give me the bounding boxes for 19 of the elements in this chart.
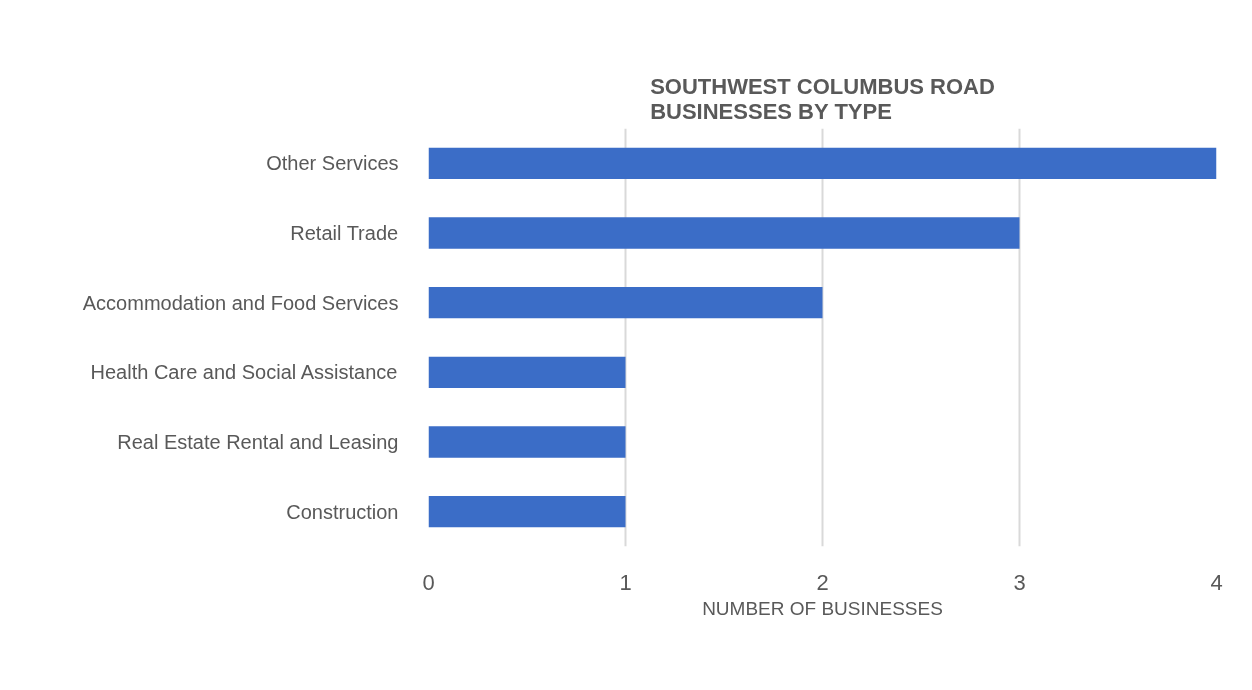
bar <box>428 286 823 319</box>
x-axis-title: NUMBER OF BUSINESSES <box>702 597 943 619</box>
bar <box>428 495 626 528</box>
y-tick-label: Real Estate Rental and Leasing <box>117 431 399 453</box>
chart-title: SOUTHWEST COLUMBUS ROAD BUSINESSES BY TYPE <box>650 73 995 124</box>
x-tick-label: 2 <box>816 569 829 595</box>
y-tick-label: Construction <box>286 500 399 523</box>
x-tick-label: 0 <box>422 569 435 595</box>
x-tick-label: 1 <box>619 569 632 595</box>
x-tick-label: 3 <box>1013 569 1026 595</box>
y-tick-label: Health Care and Social Assistance <box>90 361 398 384</box>
y-tick-label: Other Services <box>266 152 399 175</box>
bar <box>428 356 626 389</box>
bar <box>428 217 1020 249</box>
y-tick-label: Accommodation and Food Services <box>82 291 399 314</box>
y-tick-label: Retail Trade <box>290 222 399 244</box>
bar <box>428 147 1217 180</box>
bar <box>428 426 626 458</box>
x-tick-label: 4 <box>1210 569 1223 595</box>
